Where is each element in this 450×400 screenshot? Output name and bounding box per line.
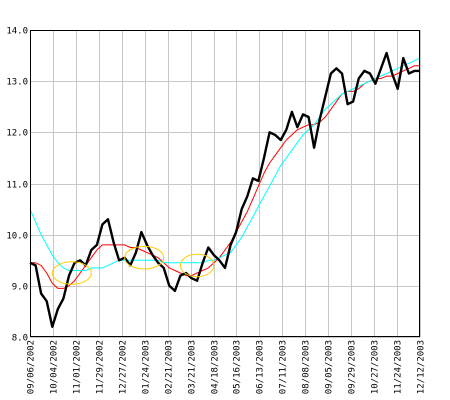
long-average-line — [29, 57, 421, 271]
x-tick-label: 09/05/2003 — [325, 340, 335, 394]
plot-frame — [30, 30, 420, 337]
x-tick-label: 10/04/2002 — [50, 340, 60, 394]
y-tick-label: 10.0 — [6, 232, 28, 242]
y-tick-label: 11.0 — [6, 181, 28, 191]
y-axis-ticks: 8.0 9.0 10.0 11.0 12.0 13.0 14.0 — [6, 27, 28, 344]
y-tick-label: 14.0 — [6, 27, 28, 37]
y-tick-label: 12.0 — [6, 129, 28, 139]
highlight-ellipse — [51, 261, 92, 285]
highlight-ellipse — [179, 253, 215, 278]
x-axis-ticks: 09/06/2002 10/04/2002 11/01/2002 11/29/2002… — [27, 340, 427, 394]
x-tick-label: 09/29/2003 — [348, 340, 358, 394]
highlight-ellipse — [124, 245, 165, 270]
x-tick-label: 11/01/2002 — [73, 340, 83, 394]
x-tick-label: 07/11/2003 — [279, 340, 289, 394]
y-tick-label: 8.0 — [12, 334, 28, 344]
price-series-line — [29, 51, 420, 328]
x-tick-label: 01/24/2003 — [142, 340, 152, 394]
series-group — [29, 51, 421, 328]
x-tick-label: 04/18/2003 — [211, 340, 221, 394]
x-tick-label: 05/16/2003 — [233, 340, 243, 394]
x-tick-label: 08/08/2003 — [302, 340, 312, 394]
x-tick-label: 10/27/2003 — [371, 340, 381, 394]
x-tick-label: 02/21/2003 — [165, 340, 175, 394]
y-tick-label: 9.0 — [12, 283, 28, 293]
y-tick-label: 13.0 — [6, 78, 28, 88]
x-tick-label: 11/29/2002 — [96, 340, 106, 394]
x-tick-label: 12/27/2002 — [119, 340, 129, 394]
x-tick-label: 03/21/2003 — [188, 340, 198, 394]
x-tick-label: 11/24/2003 — [394, 340, 404, 394]
x-tick-label: 12/12/2003 — [417, 340, 427, 394]
x-tick-label: 06/13/2003 — [256, 340, 266, 394]
annotations — [51, 245, 215, 285]
x-tick-label: 09/06/2002 — [27, 340, 37, 394]
